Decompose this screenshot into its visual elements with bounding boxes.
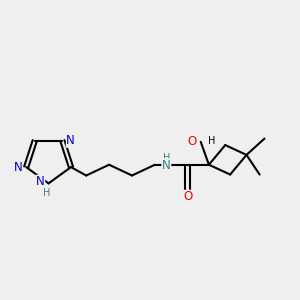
Text: N: N <box>162 159 171 172</box>
Text: H: H <box>43 188 51 197</box>
Text: H: H <box>163 152 170 163</box>
Text: O: O <box>187 135 196 148</box>
Text: H: H <box>208 136 215 146</box>
Text: O: O <box>183 190 192 203</box>
Text: N: N <box>36 175 45 188</box>
Text: N: N <box>14 160 22 174</box>
Text: N: N <box>66 134 75 147</box>
